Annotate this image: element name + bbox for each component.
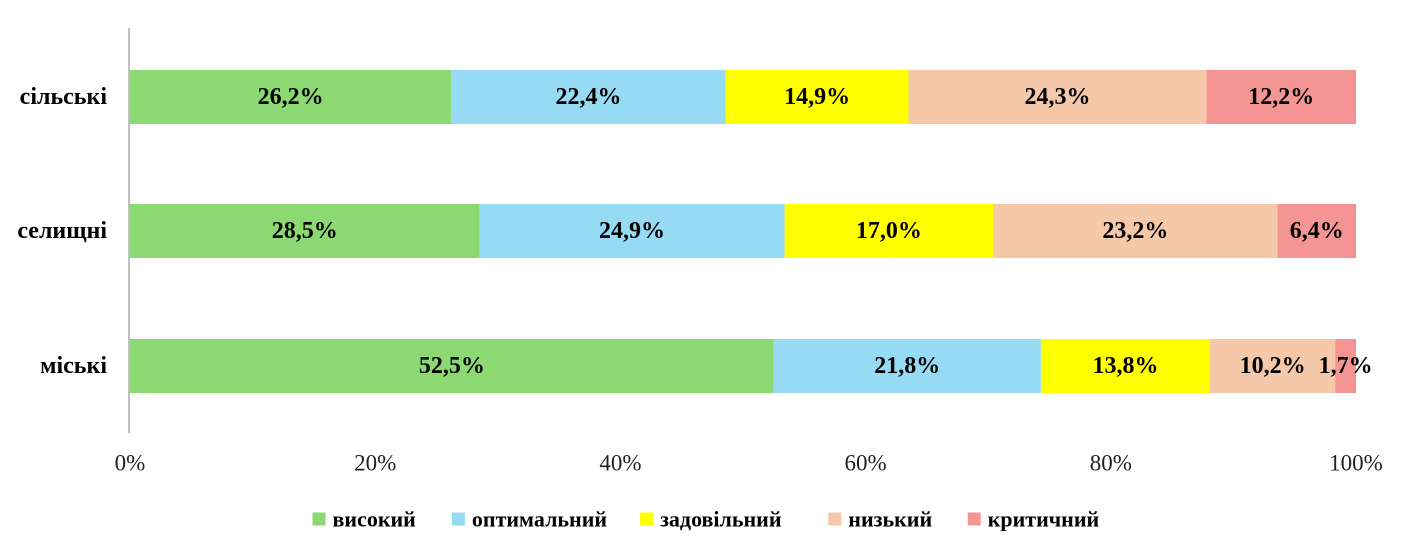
bar-segment xyxy=(1277,204,1356,258)
data-label: 13,8% xyxy=(1093,353,1159,379)
legend-label: критичний xyxy=(988,507,1100,532)
data-label: 24,3% xyxy=(1024,84,1090,110)
x-tick-label: 40% xyxy=(599,451,641,476)
x-tick-label: 60% xyxy=(845,451,887,476)
data-label: 22,4% xyxy=(556,84,622,110)
x-tick-label: 0% xyxy=(115,451,146,476)
bar-segment xyxy=(725,70,909,124)
category-label: селищні xyxy=(17,218,107,244)
bar-segment xyxy=(773,339,1041,393)
bar-segment xyxy=(479,204,785,258)
category-label: міські xyxy=(40,353,107,379)
category-labels: сільські селищні міські xyxy=(17,84,107,379)
data-label: 12,2% xyxy=(1248,84,1314,110)
bar-segment xyxy=(451,70,726,124)
bar-segment xyxy=(130,339,774,393)
bar-segment xyxy=(130,204,480,258)
legend-label: оптимальний xyxy=(472,507,608,532)
data-label: 14,9% xyxy=(784,84,850,110)
legend-swatch xyxy=(451,512,465,526)
legend-label: високий xyxy=(333,507,417,532)
x-tick-label: 80% xyxy=(1090,451,1132,476)
bar-segment xyxy=(1335,339,1356,393)
legend: високий оптимальний задовільний низький крит… xyxy=(312,507,1100,532)
bars: 26,2% 22,4% 14,9% 24,3% 12,2% 28,5% 24,9% 17,0%… xyxy=(130,70,1373,393)
legend-swatch xyxy=(828,512,842,526)
legend-swatch xyxy=(967,512,981,526)
data-label: 21,8% xyxy=(874,353,940,379)
bar-segment xyxy=(908,70,1207,124)
x-axis-ticks: 0% 20% 40% 60% 80% 100% xyxy=(115,451,1383,476)
bar-segment xyxy=(1210,339,1336,393)
x-tick-label: 100% xyxy=(1329,451,1383,476)
data-label: 23,2% xyxy=(1102,218,1168,244)
bar-segment xyxy=(1206,70,1356,124)
data-label: 28,5% xyxy=(272,218,338,244)
legend-label: низький xyxy=(848,507,932,532)
data-label: 17,0% xyxy=(856,218,922,244)
legend-swatch xyxy=(640,512,654,526)
x-tick-label: 20% xyxy=(354,451,396,476)
data-label: 1,7% xyxy=(1319,353,1373,379)
legend-swatch xyxy=(312,512,326,526)
category-label: сільські xyxy=(20,84,108,110)
data-label: 6,4% xyxy=(1290,218,1344,244)
data-label: 24,9% xyxy=(599,218,665,244)
legend-label: задовільний xyxy=(660,507,782,532)
data-label: 52,5% xyxy=(419,353,485,379)
bar-segment xyxy=(1040,339,1211,393)
bar-segment xyxy=(784,204,994,258)
data-label: 26,2% xyxy=(258,84,324,110)
bar-segment xyxy=(130,70,452,124)
data-label: 10,2% xyxy=(1240,353,1306,379)
bar-segment xyxy=(993,204,1278,258)
